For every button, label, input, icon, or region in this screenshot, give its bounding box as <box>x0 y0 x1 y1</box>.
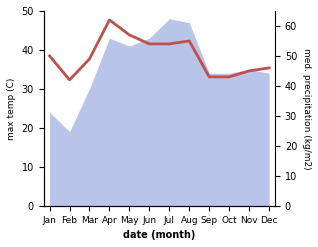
Y-axis label: max temp (C): max temp (C) <box>7 77 16 140</box>
Y-axis label: med. precipitation (kg/m2): med. precipitation (kg/m2) <box>302 48 311 169</box>
X-axis label: date (month): date (month) <box>123 230 196 240</box>
